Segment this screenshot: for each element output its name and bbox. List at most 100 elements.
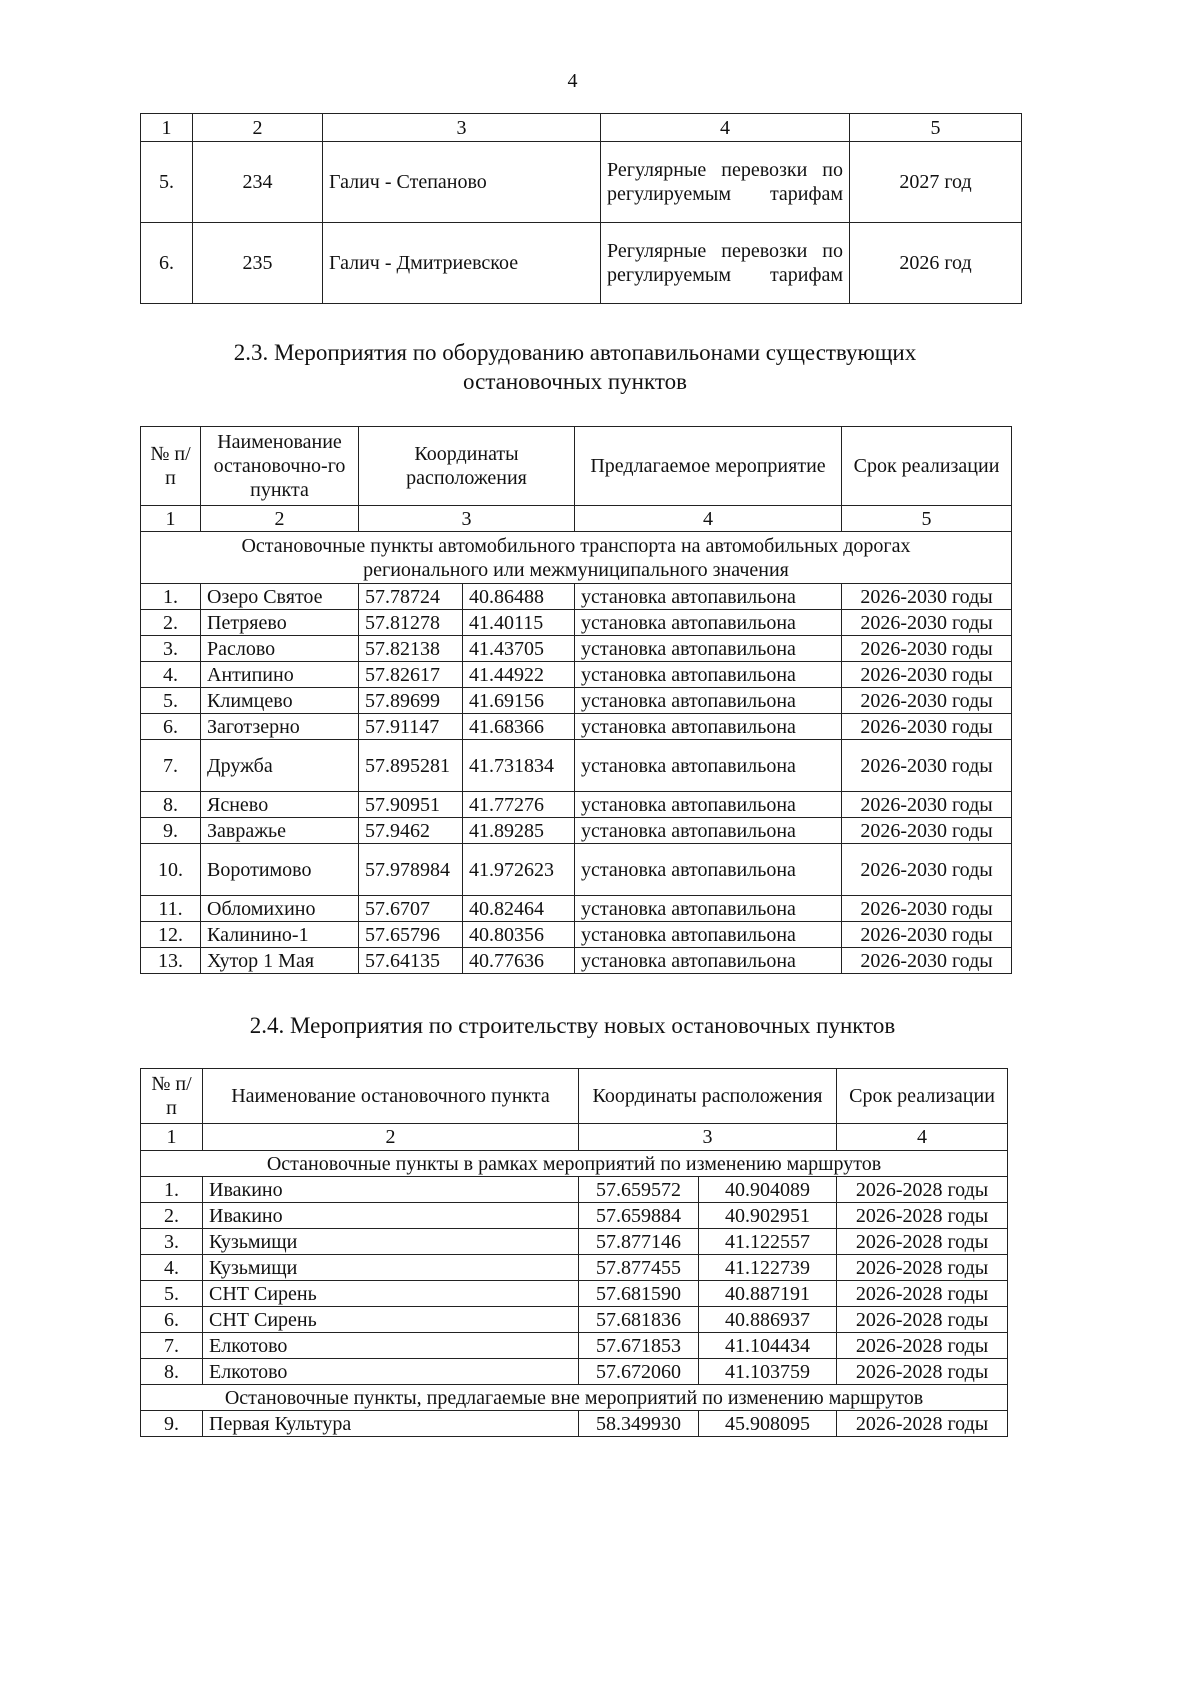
header-row: № п/п Наименование остановочного пункта Ко… [140, 1068, 1009, 1124]
title-line-1: 2.3. Мероприятия по оборудованию автопав… [233, 340, 917, 365]
term: 2026-2030 годы [841, 609, 1013, 636]
longitude: 41.44922 [461, 661, 576, 688]
term: 2026-2030 годы [841, 635, 1013, 662]
column-number: 5 [841, 505, 1013, 532]
column-number: 3 [577, 1123, 838, 1151]
term: 2026-2030 годы [841, 661, 1013, 688]
latitude: 57.681836 [578, 1306, 699, 1333]
transport-type: Регулярные перевозки по регулируемым тар… [600, 141, 850, 223]
column-number: 5 [849, 113, 1022, 142]
header-action: Предлагаемое мероприятие [574, 426, 843, 506]
latitude: 57.659572 [578, 1176, 699, 1203]
action: установка автопавильона [574, 583, 843, 610]
latitude: 57.81278 [358, 609, 463, 636]
latitude: 57.681590 [578, 1280, 699, 1307]
action: установка автопавильона [574, 921, 843, 948]
group-label: Остановочные пункты в рамках мероприятий… [139, 1150, 1009, 1177]
latitude: 57.895281 [358, 739, 463, 792]
stop-name: Завражье [200, 817, 359, 844]
term: 2026-2028 годы [836, 1332, 1009, 1359]
longitude: 41.89285 [461, 817, 576, 844]
stop-name: Елкотово [202, 1358, 579, 1385]
header-coordinates: Координаты расположения [357, 426, 576, 506]
longitude: 41.731834 [461, 739, 576, 792]
longitude: 41.122557 [697, 1228, 838, 1255]
column-number: 4 [574, 505, 843, 532]
route-number: 235 [192, 222, 323, 304]
longitude: 41.972623 [461, 843, 576, 896]
latitude: 57.65796 [358, 921, 463, 948]
term: 2026-2028 годы [836, 1228, 1009, 1255]
longitude: 41.77276 [461, 791, 576, 818]
term: 2026 год [849, 222, 1022, 304]
pavilion-table: № п/п Наименование остановочно-го пункта К… [139, 426, 1013, 974]
table-row: 11. Обломихино 57.6707 40.82464 установка ав… [140, 895, 1013, 922]
longitude: 40.80356 [461, 921, 576, 948]
row-number: 6. [140, 222, 193, 304]
header-term: Срок реализации [836, 1068, 1009, 1124]
row-number: 5. [140, 141, 193, 223]
table-row: 4. Антипино 57.82617 41.44922 установка авто… [140, 661, 1013, 688]
table-row: 12. Калинино-1 57.65796 40.80356 установка а… [140, 921, 1013, 948]
term: 2026-2028 годы [836, 1176, 1009, 1203]
longitude: 40.887191 [697, 1280, 838, 1307]
longitude: 40.86488 [461, 583, 576, 610]
column-number: 4 [836, 1123, 1009, 1151]
action: установка автопавильона [574, 739, 843, 792]
latitude: 57.91147 [358, 713, 463, 740]
table-row: 6. Заготзерно 57.91147 41.68366 установка ав… [140, 713, 1013, 740]
term: 2026-2030 годы [841, 791, 1013, 818]
latitude: 57.6707 [358, 895, 463, 922]
term: 2026-2030 годы [841, 739, 1013, 792]
stop-name: Ивакино [202, 1176, 579, 1203]
latitude: 57.64135 [358, 947, 463, 974]
row-number: 3. [140, 1228, 203, 1255]
latitude: 57.877455 [578, 1254, 699, 1281]
term: 2026-2030 годы [841, 817, 1013, 844]
row-number: 6. [140, 1306, 203, 1333]
column-number: 3 [357, 505, 576, 532]
row-number: 2. [140, 1202, 203, 1229]
title-line-2: остановочных пунктов [463, 369, 687, 394]
action: установка автопавильона [574, 687, 843, 714]
longitude: 41.104434 [697, 1332, 838, 1359]
stop-name: Антипино [200, 661, 359, 688]
longitude: 40.77636 [461, 947, 576, 974]
routes-table: 1 2 3 4 5 5. 234 Галич - Степаново Регулярные пе… [140, 113, 1022, 304]
term: 2026-2028 годы [836, 1410, 1009, 1437]
row-number: 6. [140, 713, 201, 740]
table-row: 6. СНТ Сирень 57.681836 40.886937 2026-2028 … [140, 1306, 1009, 1333]
latitude: 57.90951 [358, 791, 463, 818]
route-name: Галич - Степаново [322, 141, 601, 223]
term: 2026-2028 годы [836, 1254, 1009, 1281]
stop-name: Кузьмищи [202, 1254, 579, 1281]
row-number: 5. [140, 1280, 203, 1307]
row-number: 4. [140, 661, 201, 688]
table-row: 5. СНТ Сирень 57.681590 40.887191 2026-2028 … [140, 1280, 1009, 1307]
row-number: 8. [140, 1358, 203, 1385]
column-number: 2 [200, 505, 359, 532]
term: 2026-2028 годы [836, 1202, 1009, 1229]
group-row: Остановочные пункты автомобильного транс… [139, 531, 1013, 584]
longitude: 40.886937 [697, 1306, 838, 1333]
action: установка автопавильона [574, 635, 843, 662]
stop-name: Дружба [200, 739, 359, 792]
term: 2026-2030 годы [841, 583, 1013, 610]
latitude: 57.659884 [578, 1202, 699, 1229]
term: 2026-2030 годы [841, 947, 1013, 974]
header-name: Наименование остановочного пункта [202, 1068, 579, 1124]
latitude: 57.89699 [358, 687, 463, 714]
column-number: 1 [140, 1123, 203, 1151]
term: 2026-2030 годы [841, 895, 1013, 922]
stop-name: Калинино-1 [200, 921, 359, 948]
transport-type: Регулярные перевозки по регулируемым тар… [600, 222, 850, 304]
stop-name: Озеро Святое [200, 583, 359, 610]
row-number: 3. [140, 635, 201, 662]
table-row: 8. Елкотово 57.672060 41.103759 2026-2028 го… [140, 1358, 1009, 1385]
stop-name: Первая Культура [202, 1410, 579, 1437]
latitude: 57.9462 [358, 817, 463, 844]
stop-name: СНТ Сирень [202, 1280, 579, 1307]
action: установка автопавильона [574, 947, 843, 974]
